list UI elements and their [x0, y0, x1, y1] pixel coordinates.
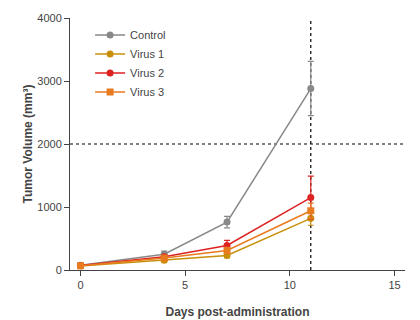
svg-text:2000: 2000	[37, 138, 61, 150]
svg-text:3000: 3000	[37, 75, 61, 87]
svg-text:Virus 3: Virus 3	[130, 86, 164, 98]
svg-text:1000: 1000	[37, 201, 61, 213]
svg-text:0: 0	[77, 279, 83, 291]
svg-text:Tumor Volume (mm³): Tumor Volume (mm³)	[21, 85, 35, 204]
svg-text:10: 10	[284, 279, 296, 291]
svg-text:Virus 1: Virus 1	[130, 48, 164, 60]
svg-text:Days post-administration: Days post-administration	[165, 305, 309, 319]
svg-text:5: 5	[182, 279, 188, 291]
svg-text:4000: 4000	[37, 12, 61, 24]
svg-text:Virus 2: Virus 2	[130, 67, 164, 79]
svg-text:Control: Control	[130, 29, 165, 41]
svg-text:0: 0	[56, 264, 62, 276]
svg-text:15: 15	[388, 279, 400, 291]
